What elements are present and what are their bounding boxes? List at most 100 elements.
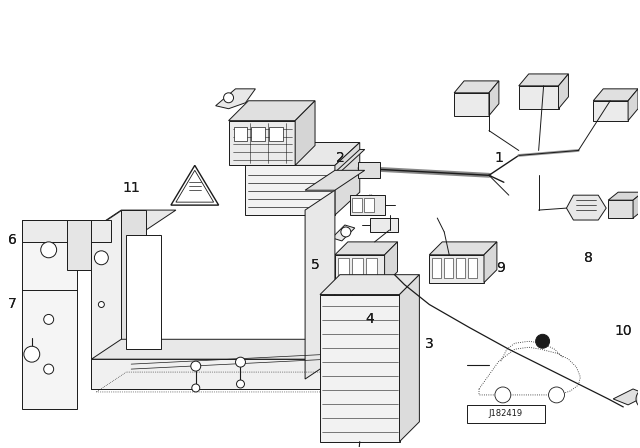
Polygon shape [335, 242, 397, 255]
Text: 5: 5 [310, 258, 319, 272]
Bar [338, 258, 349, 280]
Text: 9: 9 [497, 261, 506, 275]
Circle shape [44, 364, 54, 374]
Text: 1: 1 [495, 151, 503, 165]
Polygon shape [633, 192, 640, 218]
Text: 4: 4 [365, 312, 374, 327]
Text: 2: 2 [335, 151, 344, 165]
Bar [22, 220, 111, 242]
Bar [234, 127, 248, 141]
Polygon shape [320, 275, 419, 294]
Circle shape [191, 361, 201, 371]
Text: 3: 3 [425, 337, 434, 351]
Bar [370, 218, 397, 232]
Circle shape [236, 357, 246, 367]
Polygon shape [566, 195, 606, 220]
Circle shape [99, 302, 104, 307]
Polygon shape [228, 101, 315, 121]
Circle shape [636, 389, 640, 409]
Polygon shape [228, 121, 295, 165]
Polygon shape [454, 93, 489, 116]
Polygon shape [332, 225, 355, 241]
Bar [352, 198, 362, 212]
Text: 8: 8 [584, 251, 593, 265]
Circle shape [237, 380, 244, 388]
Polygon shape [429, 242, 497, 255]
Polygon shape [399, 275, 419, 442]
Text: 7: 7 [8, 297, 17, 311]
Polygon shape [335, 142, 360, 215]
Text: 3: 3 [425, 337, 434, 351]
Polygon shape [593, 101, 628, 121]
Polygon shape [246, 165, 335, 215]
Polygon shape [92, 210, 176, 230]
Text: 11: 11 [122, 181, 140, 195]
Polygon shape [246, 142, 360, 165]
Bar [352, 258, 363, 280]
Bar [358, 162, 380, 178]
Text: 7: 7 [8, 297, 17, 311]
Text: 8: 8 [584, 251, 593, 265]
Bar [432, 258, 441, 278]
Polygon shape [92, 359, 335, 389]
Bar [335, 255, 385, 284]
Bar [350, 195, 385, 215]
Bar [444, 258, 453, 278]
Polygon shape [305, 170, 365, 190]
Polygon shape [628, 89, 638, 121]
Circle shape [41, 242, 57, 258]
Circle shape [44, 314, 54, 324]
Polygon shape [593, 89, 638, 101]
Text: 2: 2 [335, 151, 344, 165]
Polygon shape [484, 242, 497, 283]
Polygon shape [519, 74, 568, 86]
Text: 10: 10 [614, 324, 632, 338]
Polygon shape [385, 242, 397, 284]
Bar [320, 294, 399, 442]
Circle shape [548, 387, 564, 403]
Polygon shape [559, 74, 568, 109]
Polygon shape [126, 235, 161, 349]
Bar [22, 220, 77, 409]
Bar [429, 255, 484, 283]
Polygon shape [92, 210, 121, 389]
Bar [67, 220, 92, 270]
Bar [364, 198, 374, 212]
Polygon shape [519, 86, 559, 109]
Text: 1: 1 [495, 151, 503, 165]
Circle shape [95, 251, 108, 265]
Circle shape [536, 334, 550, 348]
Bar [468, 258, 477, 278]
Text: 5: 5 [310, 258, 319, 272]
Polygon shape [335, 150, 365, 172]
Bar [467, 405, 545, 423]
Polygon shape [92, 339, 365, 359]
Circle shape [192, 384, 200, 392]
Circle shape [223, 93, 234, 103]
Polygon shape [305, 190, 335, 379]
Polygon shape [613, 389, 640, 405]
Text: 11: 11 [122, 181, 140, 195]
Circle shape [495, 387, 511, 403]
Polygon shape [489, 81, 499, 116]
Circle shape [24, 346, 40, 362]
Bar [365, 258, 377, 280]
Bar [269, 127, 284, 141]
Text: 6: 6 [8, 233, 17, 247]
Polygon shape [295, 101, 315, 165]
Polygon shape [216, 89, 255, 109]
Polygon shape [454, 81, 499, 93]
Polygon shape [608, 200, 633, 218]
Text: 6: 6 [8, 233, 17, 247]
Bar [252, 127, 266, 141]
Text: 10: 10 [614, 324, 632, 338]
Polygon shape [608, 192, 640, 200]
Polygon shape [171, 165, 219, 205]
Text: J182419: J182419 [489, 409, 523, 418]
Polygon shape [121, 210, 146, 389]
Polygon shape [335, 339, 365, 389]
Text: 9: 9 [497, 261, 506, 275]
Circle shape [341, 227, 351, 237]
Bar [456, 258, 465, 278]
Text: 4: 4 [365, 312, 374, 327]
